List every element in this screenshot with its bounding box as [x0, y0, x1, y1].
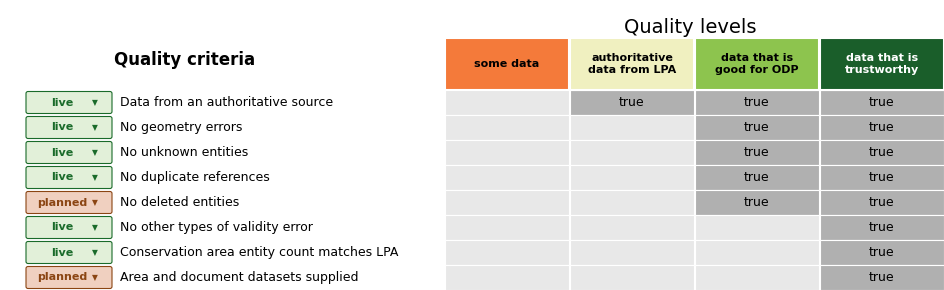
Bar	[569, 140, 693, 165]
Bar	[819, 38, 943, 90]
Text: ▼: ▼	[93, 224, 98, 233]
Bar	[445, 165, 568, 190]
Bar	[694, 38, 818, 90]
Text: some data: some data	[474, 59, 539, 69]
Text: planned: planned	[37, 197, 88, 208]
Bar	[819, 190, 943, 215]
Text: ▼: ▼	[93, 273, 98, 282]
Text: Quality criteria: Quality criteria	[114, 51, 255, 69]
Text: ▼: ▼	[93, 198, 98, 208]
FancyBboxPatch shape	[26, 217, 112, 238]
Bar	[569, 190, 693, 215]
Text: No deleted entities: No deleted entities	[120, 196, 239, 209]
Text: ▼: ▼	[93, 249, 98, 258]
Bar	[445, 38, 568, 90]
Text: true: true	[868, 196, 894, 209]
Text: No duplicate references: No duplicate references	[120, 171, 269, 184]
FancyBboxPatch shape	[26, 92, 112, 113]
Text: true: true	[618, 96, 644, 109]
Text: Quality levels: Quality levels	[623, 18, 755, 37]
Text: No other types of validity error: No other types of validity error	[120, 221, 312, 234]
Bar	[819, 90, 943, 115]
Bar	[819, 165, 943, 190]
Bar	[694, 115, 818, 140]
Text: true: true	[744, 146, 769, 159]
FancyBboxPatch shape	[26, 117, 112, 139]
Text: live: live	[51, 222, 74, 233]
FancyBboxPatch shape	[26, 142, 112, 164]
Bar	[445, 240, 568, 265]
FancyBboxPatch shape	[26, 267, 112, 289]
Bar	[569, 115, 693, 140]
Text: Data from an authoritative source: Data from an authoritative source	[120, 96, 333, 109]
Bar	[819, 140, 943, 165]
Text: ▼: ▼	[93, 148, 98, 157]
Text: true: true	[744, 96, 769, 109]
Text: true: true	[868, 121, 894, 134]
Bar	[445, 90, 568, 115]
Bar	[819, 115, 943, 140]
Bar	[445, 115, 568, 140]
Text: true: true	[744, 121, 769, 134]
FancyBboxPatch shape	[26, 191, 112, 213]
Bar	[694, 240, 818, 265]
Bar	[569, 38, 693, 90]
Bar	[694, 265, 818, 290]
Text: No geometry errors: No geometry errors	[120, 121, 242, 134]
Bar	[694, 90, 818, 115]
Text: live: live	[51, 97, 74, 108]
Bar	[445, 215, 568, 240]
Text: data that is
trustworthy: data that is trustworthy	[844, 53, 919, 75]
Bar	[694, 190, 818, 215]
Text: live: live	[51, 247, 74, 258]
Text: ▼: ▼	[93, 173, 98, 182]
Text: Conservation area entity count matches LPA: Conservation area entity count matches L…	[120, 246, 398, 259]
Text: data that is
good for ODP: data that is good for ODP	[715, 53, 798, 75]
Bar	[819, 215, 943, 240]
Text: true: true	[868, 221, 894, 234]
Text: true: true	[744, 196, 769, 209]
Bar	[569, 215, 693, 240]
Text: live: live	[51, 148, 74, 157]
Text: authoritative
data from LPA: authoritative data from LPA	[587, 53, 675, 75]
Text: ▼: ▼	[93, 124, 98, 133]
Bar	[819, 240, 943, 265]
Text: true: true	[868, 246, 894, 259]
Bar	[694, 215, 818, 240]
Text: true: true	[868, 96, 894, 109]
Bar	[819, 265, 943, 290]
Bar	[445, 140, 568, 165]
Bar	[445, 190, 568, 215]
Text: true: true	[868, 271, 894, 284]
Text: live: live	[51, 122, 74, 133]
Bar	[569, 240, 693, 265]
Bar	[694, 165, 818, 190]
Bar	[569, 265, 693, 290]
Bar	[569, 90, 693, 115]
Text: Area and document datasets supplied: Area and document datasets supplied	[120, 271, 358, 284]
FancyBboxPatch shape	[26, 166, 112, 188]
Text: true: true	[868, 171, 894, 184]
FancyBboxPatch shape	[26, 242, 112, 264]
Bar	[445, 265, 568, 290]
Text: No unknown entities: No unknown entities	[120, 146, 248, 159]
Text: true: true	[868, 146, 894, 159]
Bar	[569, 165, 693, 190]
Text: true: true	[744, 171, 769, 184]
Text: live: live	[51, 173, 74, 182]
Text: ▼: ▼	[93, 99, 98, 108]
Text: planned: planned	[37, 273, 88, 282]
Bar	[694, 140, 818, 165]
